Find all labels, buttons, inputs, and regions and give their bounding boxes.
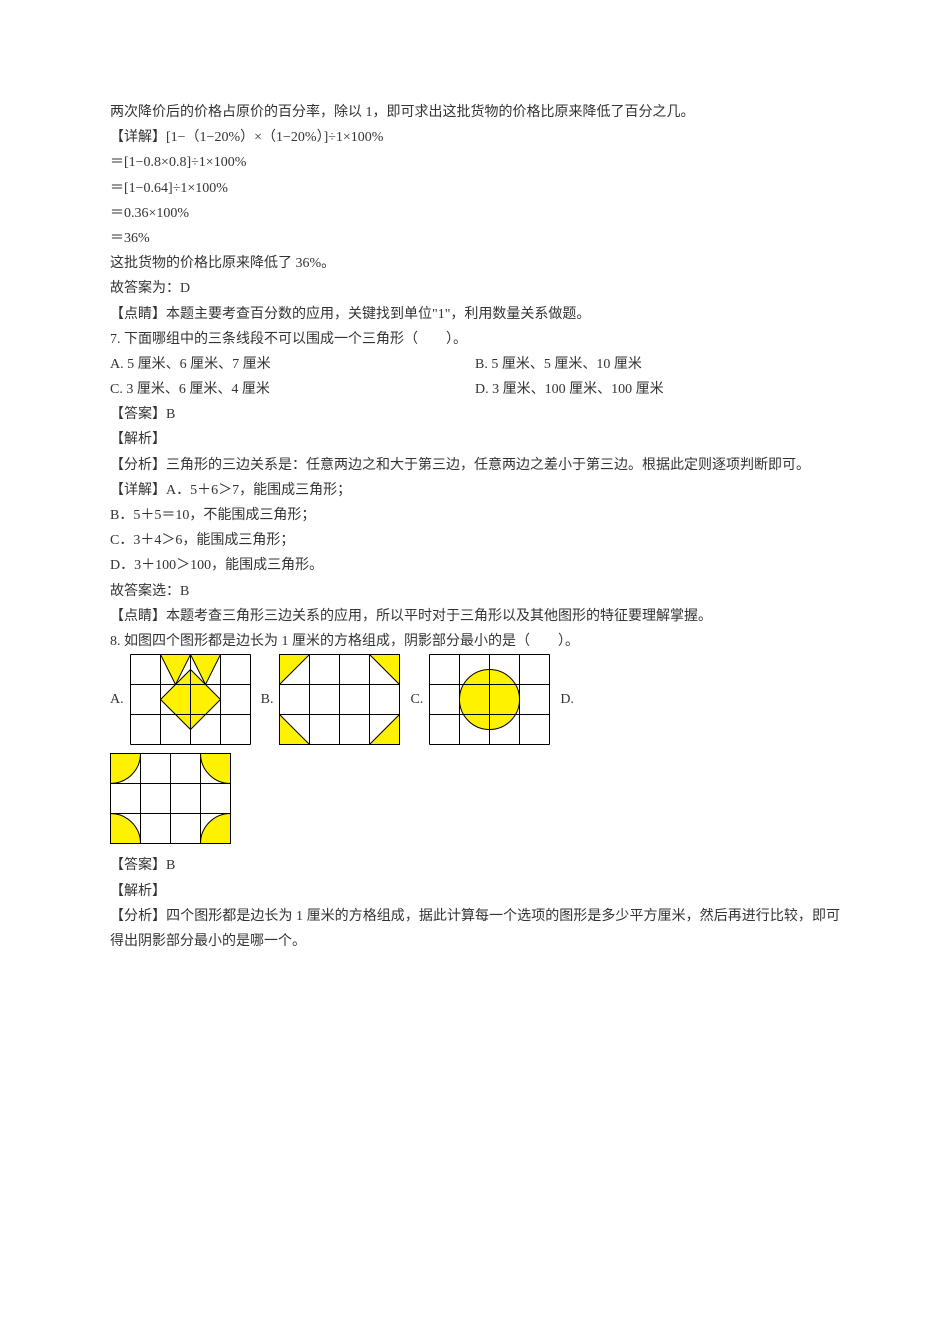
- conclusion: 这批货物的价格比原来降低了 36%。: [110, 251, 840, 276]
- q8-figC: [429, 654, 550, 745]
- q7-detailD: D．3＋100＞100，能围成三角形。: [110, 553, 840, 578]
- answer-line: 故答案为：D: [110, 276, 840, 301]
- q8-analysis: 【分析】四个图形都是边长为 1 厘米的方格组成，据此计算每一个选项的图形是多少平…: [110, 904, 840, 954]
- q8-analysis-label: 【解析】: [110, 879, 840, 904]
- q7-optA: A. 5 厘米、6 厘米、7 厘米: [110, 352, 475, 377]
- q7-answer: 【答案】B: [110, 402, 840, 427]
- q8-item-C: C.: [410, 654, 550, 745]
- note: 【点睛】本题主要考查百分数的应用，关键找到单位"1"，利用数量关系做题。: [110, 302, 840, 327]
- q7-detailA: 【详解】A．5＋6＞7，能围成三角形；: [110, 478, 840, 503]
- q8-stem: 8. 如图四个图形都是边长为 1 厘米的方格组成，阴影部分最小的是（ ）。: [110, 629, 840, 654]
- q8-options: A. B. C. D.: [110, 654, 840, 745]
- q8-labelB: B.: [261, 687, 274, 712]
- q7-optD: D. 3 厘米、100 厘米、100 厘米: [475, 377, 840, 402]
- q8-item-B: B.: [261, 654, 401, 745]
- q7-answer-line: 故答案选：B: [110, 579, 840, 604]
- q8-figB: [279, 654, 400, 745]
- q7-optB: B. 5 厘米、5 厘米、10 厘米: [475, 352, 840, 377]
- q7-options: A. 5 厘米、6 厘米、7 厘米 B. 5 厘米、5 厘米、10 厘米 C. …: [110, 352, 840, 402]
- q7-detailB: B．5＋5＝10，不能围成三角形；: [110, 503, 840, 528]
- calc-step: ＝[1−0.64]÷1×100%: [110, 176, 840, 201]
- q8-labelA: A.: [110, 687, 124, 712]
- q8-labelD: D.: [560, 687, 574, 712]
- intro-line: 两次降价后的价格占原价的百分率，除以 1，即可求出这批货物的价格比原来降低了百分…: [110, 100, 840, 125]
- q8-answer: 【答案】B: [110, 853, 840, 878]
- q7-stem: 7. 下面哪组中的三条线段不可以围成一个三角形（ ）。: [110, 327, 840, 352]
- calc-step: ＝0.36×100%: [110, 201, 840, 226]
- q8-figD-wrap: [110, 753, 840, 853]
- calc-step: ＝36%: [110, 226, 840, 251]
- q8-item-D: D.: [560, 687, 574, 712]
- q7-analysis: 【分析】三角形的三边关系是：任意两边之和大于第三边，任意两边之差小于第三边。根据…: [110, 453, 840, 478]
- q7-optC: C. 3 厘米、6 厘米、4 厘米: [110, 377, 475, 402]
- q8-figD: [110, 753, 231, 844]
- q8-item-A: A.: [110, 654, 251, 745]
- q7-detailC: C．3＋4＞6，能围成三角形；: [110, 528, 840, 553]
- q8-labelC: C.: [410, 687, 423, 712]
- q8-figA: [130, 654, 251, 745]
- calc-label: 【详解】[1−（1−20%）×（1−20%）]÷1×100%: [110, 125, 840, 150]
- q7-note: 【点睛】本题考查三角形三边关系的应用，所以平时对于三角形以及其他图形的特征要理解…: [110, 604, 840, 629]
- calc-step: ＝[1−0.8×0.8]÷1×100%: [110, 150, 840, 175]
- q7-analysis-label: 【解析】: [110, 427, 840, 452]
